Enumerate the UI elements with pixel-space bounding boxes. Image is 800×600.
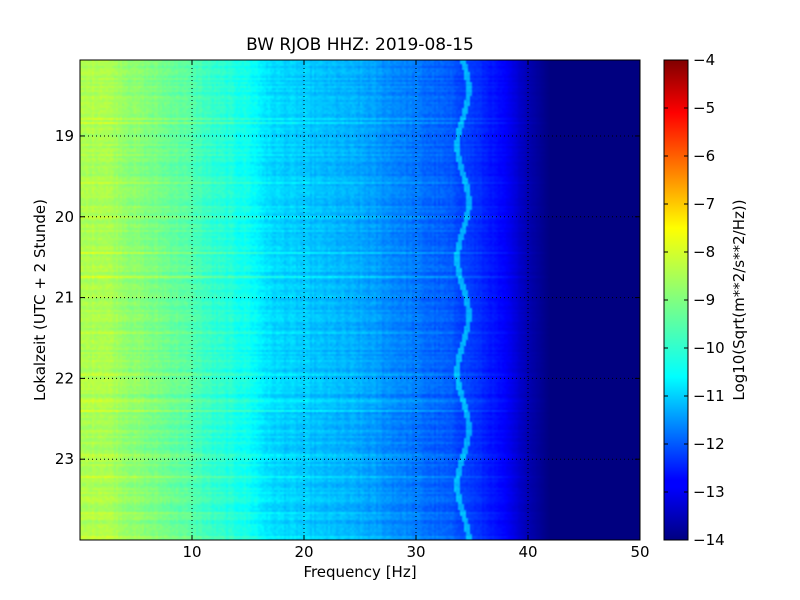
colorbar-tick-label: −11 [693, 387, 725, 405]
chart-title: BW RJOB HHZ: 2019-08-15 [246, 35, 474, 55]
colorbar-tick-label: −5 [693, 99, 715, 117]
colorbar-tick-label: −13 [693, 483, 725, 501]
y-axis-ticks: 19 20 21 22 23 [55, 127, 640, 468]
colorbar-tick-label: −9 [693, 291, 715, 309]
x-tick-label: 30 [406, 543, 425, 561]
plot-frame [79, 59, 641, 541]
colorbar-tick-label: −7 [693, 195, 715, 213]
y-tick-label: 19 [55, 127, 74, 145]
colorbar-tick-label: −10 [693, 339, 725, 357]
x-axis-ticks: 10 20 30 40 50 [182, 60, 650, 561]
x-tick-label: 40 [518, 543, 537, 561]
colorbar-ticks: −4 −5 −6 −7 −8 −9 −10 −11 −12 −13 −14 [664, 51, 725, 549]
x-tick-label: 20 [294, 543, 313, 561]
x-tick-label: 50 [630, 543, 649, 561]
y-tick-label: 22 [55, 369, 74, 387]
colorbar-label: Log10(Sqrt(m**2/s**2/Hz)) [730, 199, 748, 400]
x-axis-label: Frequency [Hz] [303, 563, 416, 581]
colorbar-tick-label: −12 [693, 435, 725, 453]
y-axis-label: Lokalzeit (UTC + 2 Stunde) [31, 199, 49, 401]
colorbar-tick-label: −14 [693, 531, 725, 549]
y-tick-label: 21 [55, 289, 74, 307]
colorbar-tick-label: −8 [693, 243, 715, 261]
colorbar-tick-label: −6 [693, 147, 715, 165]
y-tick-label: 20 [55, 208, 74, 226]
y-tick-label: 23 [55, 450, 74, 468]
plot-area: 10 20 30 40 50 19 20 21 22 23 [55, 59, 650, 561]
grid [80, 60, 640, 540]
heatmap-image [80, 60, 640, 540]
colorbar: −4 −5 −6 −7 −8 −9 −10 −11 −12 −13 −14 Log10(Sqrt(m… [663, 51, 748, 549]
colorbar-tick-label: −4 [693, 51, 715, 69]
x-tick-label: 10 [182, 543, 201, 561]
